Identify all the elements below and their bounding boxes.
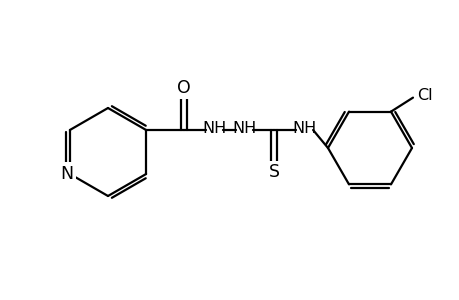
Text: S: S [268, 163, 279, 181]
Text: Cl: Cl [416, 88, 432, 103]
Text: O: O [177, 79, 190, 97]
Text: N: N [60, 165, 73, 183]
Text: NH: NH [291, 121, 315, 136]
Text: NH: NH [202, 121, 226, 136]
Text: NH: NH [231, 121, 256, 136]
